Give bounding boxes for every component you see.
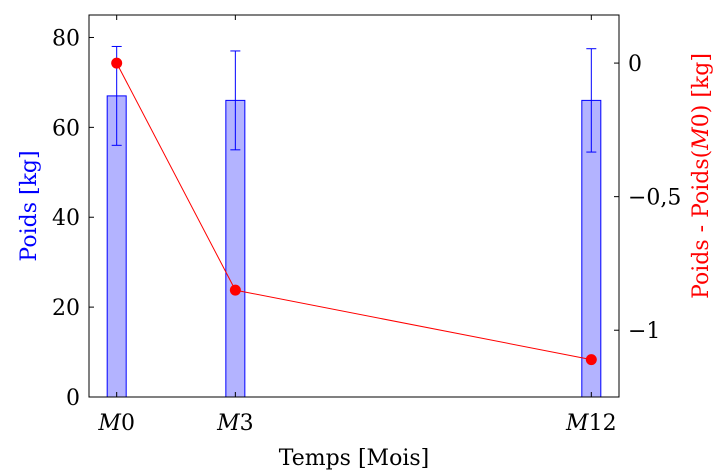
y-left-tick-label: 20 bbox=[52, 296, 80, 321]
y-right-label-part-1: Poids - Poids( bbox=[689, 150, 714, 299]
x-tick-label: M3 bbox=[216, 411, 254, 436]
y-axis-left-label: Poids [kg] bbox=[17, 150, 42, 261]
y-axis-right-label: Poids - Poids(M0) [kg] bbox=[689, 53, 714, 299]
y-left-tick-label: 40 bbox=[52, 206, 80, 231]
x-axis-label: Temps [Mois] bbox=[279, 446, 429, 471]
y-right-label-part-3: 0) [kg] bbox=[689, 53, 714, 127]
y-left-tick-label: 0 bbox=[66, 386, 80, 411]
bars-layer bbox=[106, 95, 602, 398]
weight-change-point-M0 bbox=[111, 57, 123, 69]
y-left-tick-label: 80 bbox=[52, 26, 80, 51]
line-layer bbox=[111, 57, 597, 366]
weight-change-line bbox=[116, 62, 592, 361]
y-right-tick-label: −0,5 bbox=[628, 186, 681, 211]
x-tick-label: M12 bbox=[565, 411, 617, 436]
plot-frame bbox=[88, 14, 620, 398]
y-left-tick-label: 60 bbox=[52, 116, 80, 141]
y-right-label-part-2: M bbox=[689, 127, 714, 151]
weight-change-point-M12 bbox=[585, 354, 597, 366]
y-right-tick-label: 0 bbox=[628, 52, 642, 77]
y-right-tick-label: −1 bbox=[628, 319, 660, 344]
x-tick-label: M0 bbox=[97, 411, 135, 436]
ticks-layer: 0 20 40 60 80 0 −0,5 −1 M0 M3 M12 bbox=[52, 15, 681, 436]
error-bars-layer bbox=[111, 45, 597, 153]
weight-change-point-M3 bbox=[229, 284, 241, 296]
